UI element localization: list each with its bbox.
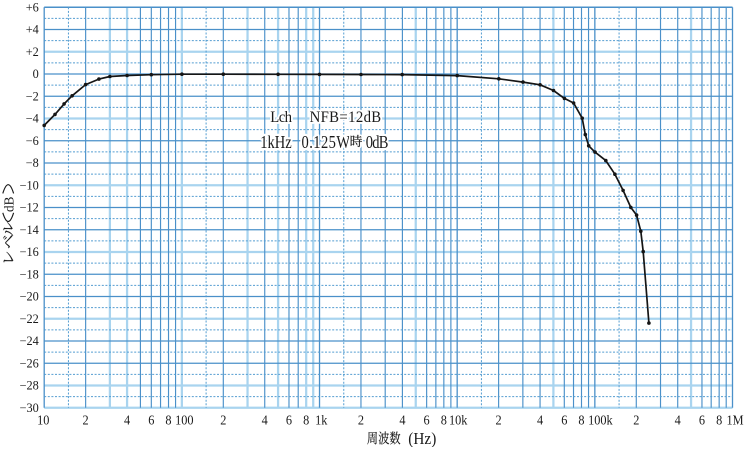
svg-text:−18: −18 [20, 267, 39, 281]
svg-text:2: 2 [633, 413, 639, 428]
svg-text:4: 4 [262, 413, 269, 428]
svg-text:1k: 1k [315, 413, 328, 428]
svg-text:−22: −22 [20, 312, 39, 326]
svg-text:0: 0 [33, 67, 39, 81]
svg-text:−16: −16 [20, 245, 39, 259]
svg-text:NFB=12dB: NFB=12dB [310, 108, 382, 125]
svg-text:−20: −20 [20, 290, 39, 304]
svg-text:+6: +6 [26, 0, 39, 14]
svg-text:6: 6 [286, 413, 293, 428]
svg-text:−30: −30 [20, 401, 39, 415]
svg-text:dB: dB [1, 196, 16, 212]
svg-text:4: 4 [537, 413, 544, 428]
svg-text:−8: −8 [26, 156, 39, 170]
svg-text:+2: +2 [26, 45, 39, 59]
svg-text:(Hz): (Hz) [408, 431, 436, 447]
svg-text:+4: +4 [26, 23, 39, 37]
svg-text:8: 8 [303, 413, 309, 428]
svg-text:8: 8 [578, 413, 584, 428]
svg-text:8: 8 [716, 413, 722, 428]
svg-text:100: 100 [175, 413, 193, 428]
svg-text:1M: 1M [726, 413, 743, 428]
svg-text:−10: −10 [20, 178, 39, 192]
svg-text:100k: 100k [588, 413, 613, 428]
svg-text:4: 4 [675, 413, 682, 428]
svg-text:Lch: Lch [270, 108, 292, 125]
svg-text:4: 4 [399, 413, 406, 428]
svg-text:10: 10 [37, 413, 49, 428]
svg-text:−26: −26 [20, 356, 39, 370]
svg-text:4: 4 [124, 413, 131, 428]
svg-text:6: 6 [561, 413, 568, 428]
svg-text:8: 8 [165, 413, 171, 428]
svg-text:2: 2 [496, 413, 502, 428]
svg-text:0dB: 0dB [366, 131, 389, 152]
svg-text:6: 6 [148, 413, 155, 428]
svg-text:8: 8 [441, 413, 447, 428]
svg-text:6: 6 [699, 413, 706, 428]
svg-text:1kHz: 1kHz [260, 131, 291, 152]
svg-text:−6: −6 [26, 134, 39, 148]
svg-text:−4: −4 [26, 112, 39, 126]
svg-text:2: 2 [83, 413, 89, 428]
svg-text:−2: −2 [26, 89, 39, 103]
svg-text:0.125W: 0.125W [302, 131, 351, 152]
svg-text:2: 2 [220, 413, 226, 428]
svg-text:2: 2 [358, 413, 364, 428]
svg-text:−14: −14 [20, 223, 39, 237]
svg-text:−12: −12 [20, 201, 39, 215]
svg-text:−28: −28 [20, 379, 39, 393]
svg-text:10k: 10k [449, 413, 468, 428]
svg-text:6: 6 [424, 413, 431, 428]
svg-text:−24: −24 [20, 334, 39, 348]
